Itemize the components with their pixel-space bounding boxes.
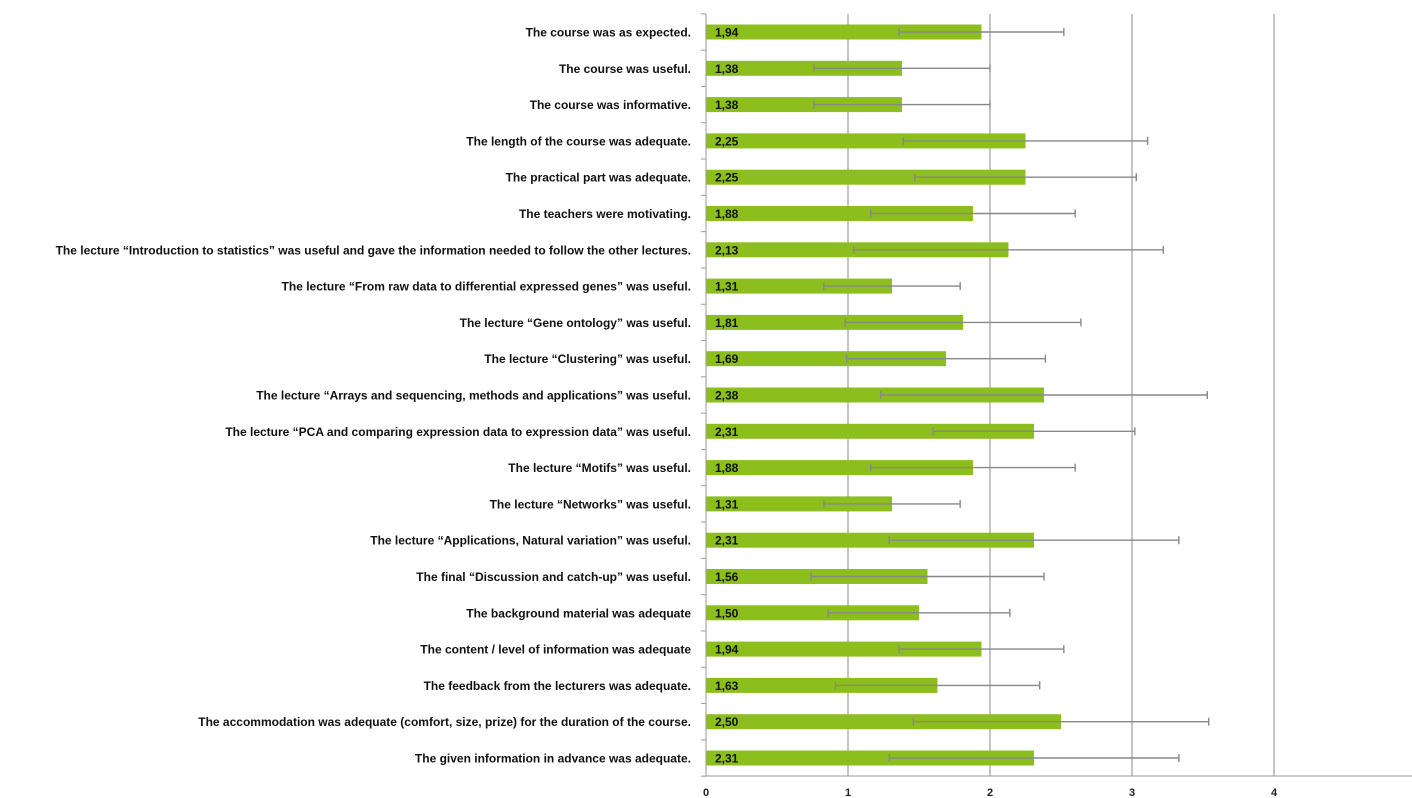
- data-label: 1,88: [715, 461, 739, 475]
- category-label: The course was useful.: [559, 62, 691, 76]
- category-label: The content / level of information was a…: [420, 643, 691, 657]
- bar: [706, 496, 893, 512]
- category-label: The lecture “Applications, Natural varia…: [370, 534, 691, 548]
- x-tick-labels: 0 1 2 3 4: [703, 787, 1278, 798]
- category-label: The feedback from the lecturers was adeq…: [424, 679, 691, 693]
- data-label: 2,31: [715, 752, 739, 766]
- data-label: 1,56: [715, 570, 739, 584]
- bar: [706, 351, 946, 367]
- category-label: The lecture “Motifs” was useful.: [508, 461, 691, 475]
- category-label: The teachers were motivating.: [519, 207, 691, 221]
- category-labels: The course was as expected. The course wa…: [56, 26, 692, 766]
- bar: [706, 605, 919, 621]
- category-label: The lecture “Gene ontology” was useful.: [460, 316, 691, 330]
- bar: [706, 97, 902, 113]
- bar: [706, 278, 893, 294]
- bar: [706, 387, 1044, 403]
- data-label: 2,25: [715, 134, 739, 148]
- bar: [706, 169, 1026, 185]
- x-tick-label: 2: [987, 787, 993, 798]
- data-label: 1,94: [715, 26, 739, 40]
- bar: [706, 206, 973, 221]
- category-label: The background material was adequate: [466, 606, 691, 620]
- bar: [706, 314, 964, 330]
- data-label: 1,94: [715, 643, 739, 657]
- x-tick-label: 1: [845, 787, 851, 798]
- data-label: 2,31: [715, 534, 739, 548]
- bar: [706, 24, 982, 40]
- data-label: 2,50: [715, 715, 739, 729]
- bar: [706, 133, 1026, 149]
- category-label: The lecture “Arrays and sequencing, meth…: [256, 389, 691, 403]
- bars: 1,94 1,38 1,38 2,25 2,25 1,88 2,13 1,31 1,81 1,69…: [706, 24, 1210, 766]
- bar: [706, 60, 902, 76]
- category-label: The accommodation was adequate (comfort,…: [198, 715, 691, 729]
- x-tick-label: 0: [703, 787, 709, 798]
- data-label: 2,38: [715, 389, 739, 403]
- data-label: 1,50: [715, 606, 739, 620]
- data-label: 1,38: [715, 62, 739, 76]
- category-label: The given information in advance was ade…: [415, 752, 691, 766]
- data-label: 2,31: [715, 425, 739, 439]
- x-tick-label: 4: [1271, 787, 1278, 798]
- bar: [706, 641, 982, 657]
- category-label: The lecture “PCA and comparing expressio…: [225, 425, 691, 439]
- bar: [706, 750, 1035, 766]
- bar: [706, 714, 1061, 730]
- category-label: The lecture “From raw data to differenti…: [282, 280, 691, 294]
- x-tick-label: 3: [1129, 787, 1135, 798]
- bar: [706, 532, 1035, 548]
- category-label: The lecture “Networks” was useful.: [490, 497, 691, 511]
- bar: [706, 460, 973, 476]
- data-label: 1,69: [715, 352, 739, 366]
- category-label: The length of the course was adequate.: [466, 134, 691, 148]
- category-label: The course was as expected.: [526, 26, 691, 40]
- bar: [706, 423, 1035, 439]
- data-label: 1,63: [715, 679, 739, 693]
- category-label: The lecture “Introduction to statistics”…: [56, 243, 691, 257]
- data-label: 1,81: [715, 316, 739, 330]
- data-label: 1,38: [715, 98, 739, 112]
- data-label: 1,31: [715, 280, 739, 294]
- category-label: The course was informative.: [530, 98, 691, 112]
- category-label: The final “Discussion and catch-up” was …: [416, 570, 691, 584]
- data-label: 1,31: [715, 497, 739, 511]
- data-label: 2,13: [715, 243, 739, 257]
- category-label: The lecture “Clustering” was useful.: [484, 352, 691, 366]
- axes: [701, 13, 1412, 777]
- data-label: 1,88: [715, 207, 739, 221]
- data-label: 2,25: [715, 171, 739, 185]
- category-label: The practical part was adequate.: [506, 171, 691, 185]
- bar: [706, 677, 938, 693]
